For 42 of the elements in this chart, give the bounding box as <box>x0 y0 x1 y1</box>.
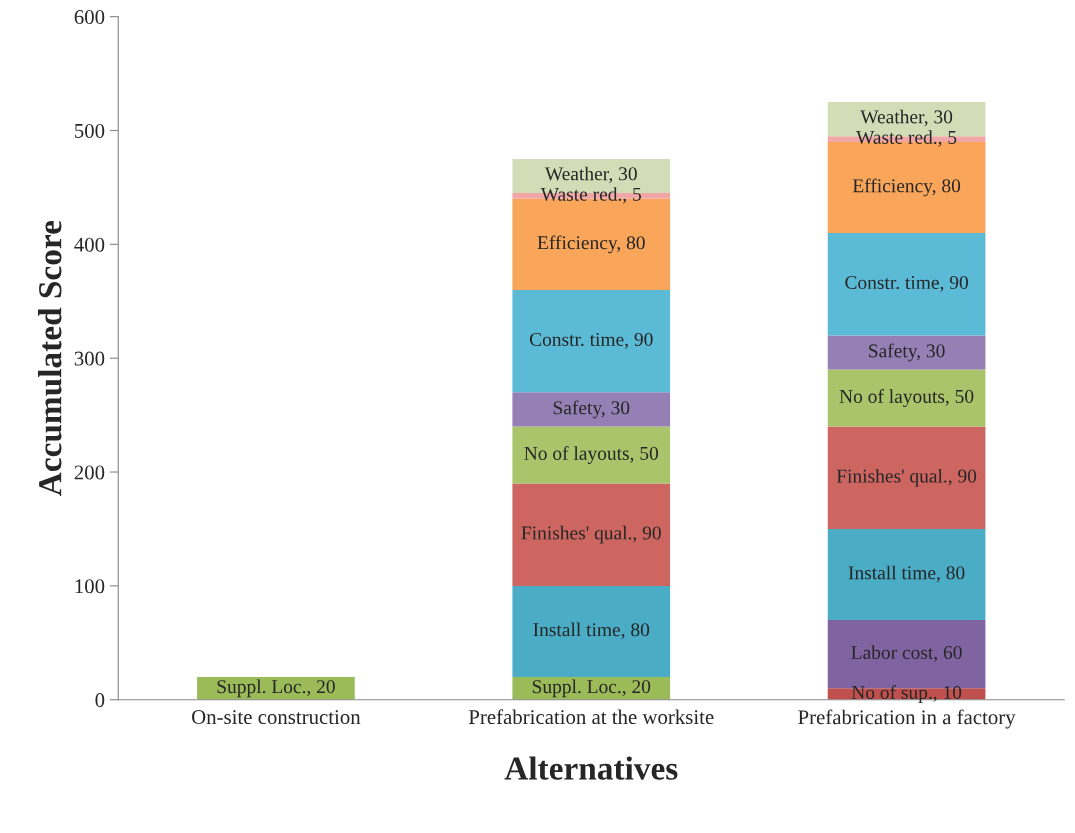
data-label: Suppl. Loc., 20 <box>532 679 651 698</box>
data-label: Efficiency, 80 <box>537 235 645 254</box>
data-label: Efficiency, 80 <box>852 178 961 197</box>
y-tick-label: 0 <box>95 693 105 708</box>
bar <box>827 232 986 336</box>
y-tick-label: 500 <box>75 123 105 138</box>
y-tick-label: 200 <box>74 465 105 480</box>
y-tick-label: 400 <box>74 237 105 252</box>
data-label: Safety, 30 <box>553 400 630 419</box>
data-label: Weather, 30 <box>544 166 637 184</box>
bar <box>512 392 671 427</box>
data-label: Suppl. Loc., 20 <box>217 679 335 698</box>
data-label: Finishes' qual., 90 <box>521 525 661 544</box>
y-tick-label: 100 <box>75 579 105 594</box>
data-label: Constr. time, 90 <box>529 332 653 349</box>
bar <box>512 289 671 393</box>
x-tick-label: Prefabrication in a factory <box>798 709 1016 729</box>
data-label: No of sup., 10 <box>851 685 962 703</box>
data-label: Finishes' qual., 90 <box>836 468 977 487</box>
bar <box>827 426 986 529</box>
bar <box>827 528 986 621</box>
data-label: Install time, 80 <box>848 565 965 583</box>
data-label: No of layouts, 50 <box>524 446 659 464</box>
y-tick-label: 300 <box>74 351 105 366</box>
bar <box>512 426 671 484</box>
data-label: No of layouts, 50 <box>839 389 974 407</box>
bar <box>827 369 986 427</box>
bar <box>512 483 671 586</box>
x-tick-label: Prefabrication at the worksite <box>468 709 714 725</box>
data-label: Constr. time, 90 <box>845 275 968 292</box>
x-axis-title: Alternatives <box>504 756 678 780</box>
data-label: Weather, 30 <box>860 109 953 127</box>
data-label: Waste red., 5 <box>856 130 957 147</box>
data-label: Labor cost, 60 <box>851 645 962 662</box>
bar <box>827 335 986 370</box>
data-label: Install time, 80 <box>533 622 650 640</box>
bar <box>512 585 671 677</box>
data-label: Waste red., 5 <box>540 187 641 204</box>
x-tick-label: On-site construction <box>192 710 361 725</box>
y-axis-title: Accumulated Score <box>38 220 62 496</box>
data-label: Safety, 30 <box>869 343 945 362</box>
y-tick-label: 600 <box>74 10 105 25</box>
